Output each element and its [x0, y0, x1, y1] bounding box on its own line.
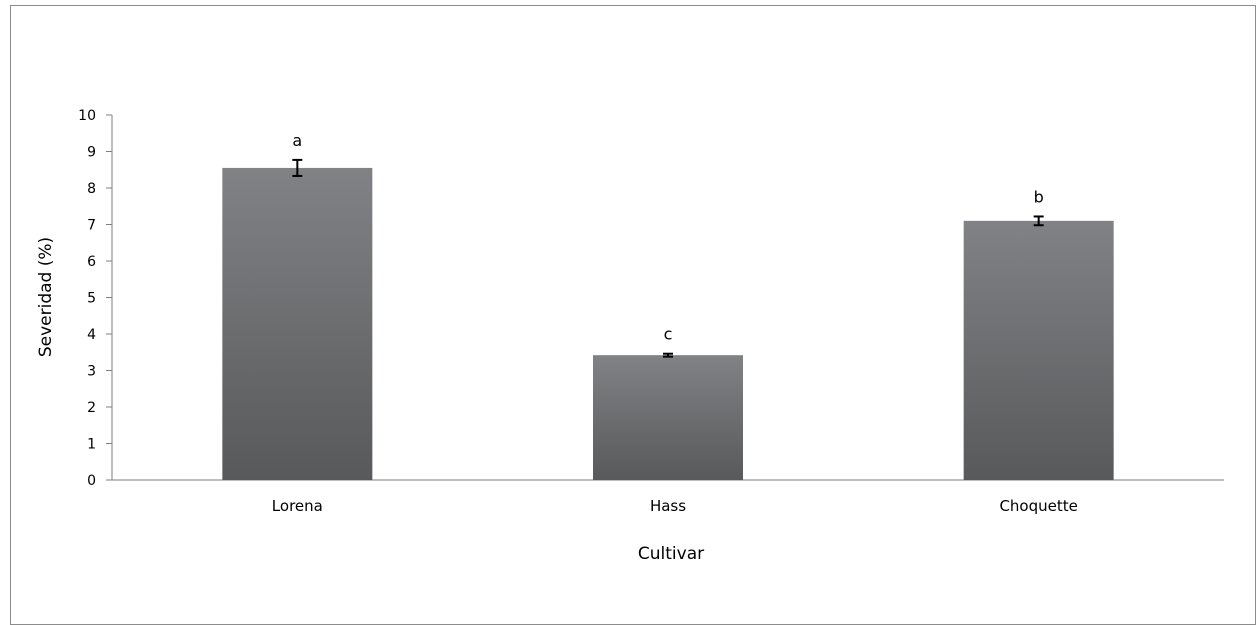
y-tick-label: 2 [87, 400, 96, 416]
x-tick-label: Lorena [272, 497, 323, 515]
x-tick-labels: Lorena Hass Choquette [272, 497, 1078, 515]
bar-lorena [222, 167, 373, 481]
y-tick-label: 1 [87, 437, 96, 453]
bar-choquette [963, 220, 1114, 480]
significance-letter: c [664, 325, 673, 344]
x-tick-label: Hass [650, 497, 686, 515]
significance-letter: a [292, 131, 302, 150]
y-tick-label: 9 [87, 145, 96, 161]
y-tick-label: 6 [87, 254, 96, 270]
y-tick-label: 5 [87, 291, 96, 307]
y-tick-label: 10 [78, 108, 96, 124]
y-tick-label: 3 [87, 364, 96, 380]
x-axis-title: Cultivar [638, 544, 704, 564]
bar-chart: 0 1 2 3 4 5 6 7 8 9 10 a c b Lorena Hass Choquette Cul… [36, 108, 1224, 564]
x-tick-label: Choquette [999, 497, 1077, 515]
y-axis-title: Severidad (%) [36, 237, 56, 357]
y-tick-label: 0 [87, 473, 96, 489]
significance-letter: b [1034, 187, 1044, 206]
bars: a c b [222, 131, 1114, 481]
bar-hass [593, 355, 743, 480]
y-tick-label: 4 [87, 327, 96, 343]
y-ticks: 0 1 2 3 4 5 6 7 8 9 10 [78, 108, 112, 489]
y-tick-label: 7 [87, 218, 96, 234]
y-tick-label: 8 [87, 181, 96, 197]
